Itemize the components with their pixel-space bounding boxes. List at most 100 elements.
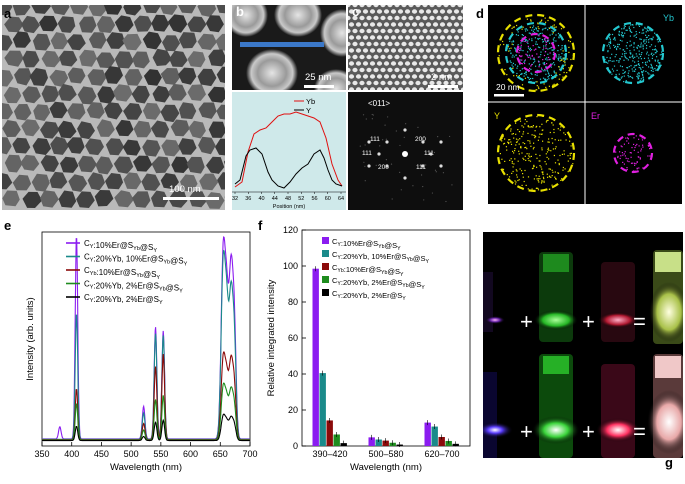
edx-count <box>551 76 554 78</box>
lattice-atom <box>348 5 351 8</box>
edx-count <box>640 68 642 70</box>
lattice-atom <box>348 35 355 40</box>
edx-count <box>657 60 659 62</box>
edx-count <box>535 175 537 177</box>
nanocrystal <box>94 190 114 207</box>
nanocrystal <box>77 86 97 105</box>
edx-count <box>638 63 640 65</box>
lattice-atom <box>457 41 463 47</box>
x-tick-label: 390–420 <box>312 449 347 459</box>
fft-spot <box>367 140 371 144</box>
lattice-atom <box>380 41 386 47</box>
edx-count <box>651 57 653 59</box>
edx-count <box>639 67 642 69</box>
edx-count <box>568 51 570 53</box>
lattice-atom <box>359 54 365 60</box>
lattice-atom <box>373 80 379 86</box>
edx-count <box>561 52 563 55</box>
edx-count <box>544 70 546 72</box>
edx-count <box>609 57 611 59</box>
edx-count <box>516 75 518 77</box>
edx-count <box>548 73 550 75</box>
edx-count <box>524 60 526 62</box>
edx-count <box>516 174 518 176</box>
edx-count <box>561 178 563 180</box>
edx-count <box>519 70 521 72</box>
edx-count <box>544 38 546 40</box>
nanocrystal <box>12 31 31 48</box>
nanocrystal <box>12 174 32 191</box>
fft-noise <box>425 164 427 166</box>
edx-count <box>548 168 550 170</box>
lattice-atom <box>387 41 393 47</box>
edx-count <box>524 62 526 65</box>
edx-count <box>569 152 571 155</box>
edx-count <box>538 70 540 72</box>
lattice-atom <box>397 48 404 53</box>
edx-count <box>544 58 547 60</box>
edx-count <box>547 19 549 22</box>
lattice-atom <box>418 35 425 40</box>
lattice-atom <box>460 9 463 14</box>
edx-count <box>530 65 532 67</box>
x-axis-label: Position (nm) <box>273 204 306 210</box>
edx-count <box>640 148 642 150</box>
elemental-maps: 20 nm Yb Y Er <box>488 5 682 204</box>
edx-count <box>634 68 637 70</box>
nanocrystal <box>86 102 105 119</box>
edx-count <box>626 58 628 60</box>
edx-count <box>533 62 535 64</box>
nanocrystal <box>2 173 13 190</box>
edx-count <box>629 35 631 37</box>
lattice-atom <box>404 61 411 66</box>
nanocrystal <box>2 190 20 207</box>
edx-count <box>625 80 627 82</box>
edx-count <box>502 135 504 137</box>
edx-count <box>543 47 545 49</box>
lattice-atom <box>411 22 418 27</box>
edx-count <box>638 66 640 69</box>
edx-count <box>529 160 532 162</box>
nanocrystal <box>206 156 225 174</box>
edx-count <box>545 121 547 123</box>
edx-count <box>623 59 625 61</box>
edx-count <box>634 162 636 164</box>
edx-count <box>617 155 619 157</box>
edx-count <box>506 149 508 151</box>
edx-count <box>538 64 540 66</box>
edx-count <box>521 68 523 70</box>
nanocrystal <box>59 50 78 67</box>
nanocrystal <box>186 156 205 174</box>
edx-count <box>499 44 501 46</box>
edx-count <box>649 38 651 40</box>
edx-count <box>558 66 560 68</box>
edx-count <box>535 153 537 155</box>
lattice-atom <box>450 80 456 86</box>
edx-count <box>524 155 526 157</box>
lattice-atom <box>429 54 435 60</box>
edx-count <box>514 158 516 160</box>
x-tick-label: 60 <box>325 196 331 202</box>
edx-count <box>657 65 659 67</box>
lattice-atom <box>369 35 376 40</box>
edx-count <box>645 36 648 39</box>
edx-count <box>611 68 614 70</box>
nanocrystal <box>207 86 225 103</box>
edx-count <box>632 56 634 58</box>
edx-count <box>642 78 645 81</box>
lattice-atom <box>387 28 393 34</box>
edx-count <box>650 67 652 69</box>
edx-count <box>622 69 624 71</box>
edx-count <box>636 161 638 163</box>
edx-count <box>514 183 517 185</box>
y-profile-line <box>234 147 343 189</box>
nanocrystal <box>58 190 77 208</box>
edx-count <box>661 53 663 55</box>
edx-count <box>642 48 644 50</box>
lattice-atom <box>415 54 421 60</box>
lattice-atom <box>348 22 355 27</box>
edx-count <box>521 184 523 186</box>
edx-count <box>536 166 538 168</box>
edx-count <box>515 34 517 36</box>
edx-count <box>624 50 626 52</box>
